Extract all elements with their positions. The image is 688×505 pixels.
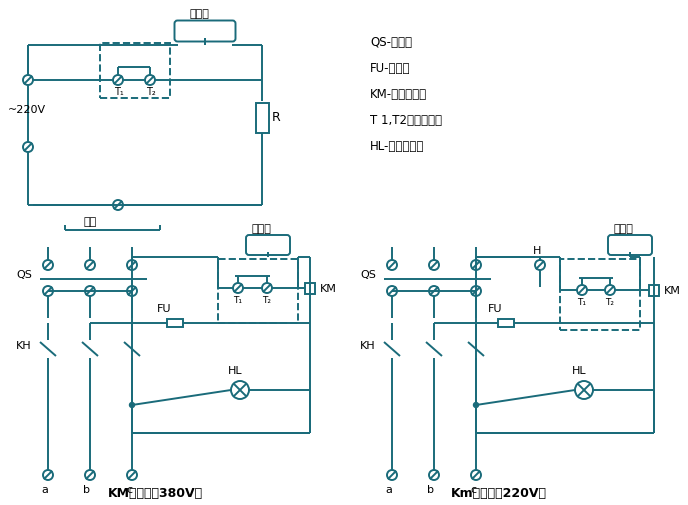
Bar (649, 285, 659, 296)
Text: T₂: T₂ (146, 87, 155, 97)
Bar (167, 319, 183, 327)
Text: 感温包: 感温包 (614, 224, 634, 233)
Text: a: a (385, 484, 392, 494)
Text: Km线圈电压220V时: Km线圈电压220V时 (451, 486, 547, 499)
Text: c: c (470, 484, 476, 494)
Text: R: R (272, 110, 281, 123)
Text: KH: KH (16, 340, 32, 350)
Circle shape (129, 402, 134, 408)
Text: KM-交流接触器: KM-交流接触器 (370, 88, 427, 101)
Bar (305, 283, 315, 294)
Text: H: H (533, 245, 541, 256)
Text: KM: KM (320, 283, 337, 293)
Text: 短接: 短接 (83, 217, 96, 227)
Text: 感温包: 感温包 (252, 224, 272, 233)
Bar (100, 44, 170, 99)
Text: a: a (41, 484, 48, 494)
Text: KH: KH (360, 340, 376, 350)
Text: FU: FU (157, 304, 171, 314)
Bar (560, 260, 640, 330)
Text: b: b (427, 484, 435, 494)
Text: KM: KM (664, 285, 681, 295)
Text: b: b (83, 484, 91, 494)
Text: T₁: T₁ (577, 297, 586, 307)
Text: HL-通电指示灯: HL-通电指示灯 (370, 140, 424, 153)
Text: c: c (126, 484, 132, 494)
Text: QS-断路器: QS-断路器 (370, 36, 412, 49)
Text: T₂: T₂ (262, 295, 271, 305)
Text: T 1,T2温控器触点: T 1,T2温控器触点 (370, 114, 442, 127)
Text: HL: HL (228, 365, 242, 375)
Bar (255, 104, 268, 134)
Text: ~220V: ~220V (8, 105, 46, 115)
Text: QS: QS (16, 270, 32, 279)
Text: QS: QS (360, 270, 376, 279)
Text: FU: FU (488, 304, 502, 314)
Bar (218, 260, 298, 323)
Bar (498, 319, 514, 327)
Text: T₁: T₁ (233, 295, 242, 305)
Text: 感温包: 感温包 (189, 9, 209, 19)
Text: T₁: T₁ (114, 87, 124, 97)
Text: KM线圈电压380V时: KM线圈电压380V时 (107, 486, 202, 499)
Text: FU-熔断器: FU-熔断器 (370, 62, 411, 75)
Circle shape (473, 402, 478, 408)
Text: T₂: T₂ (605, 297, 614, 307)
Text: HL: HL (572, 365, 586, 375)
